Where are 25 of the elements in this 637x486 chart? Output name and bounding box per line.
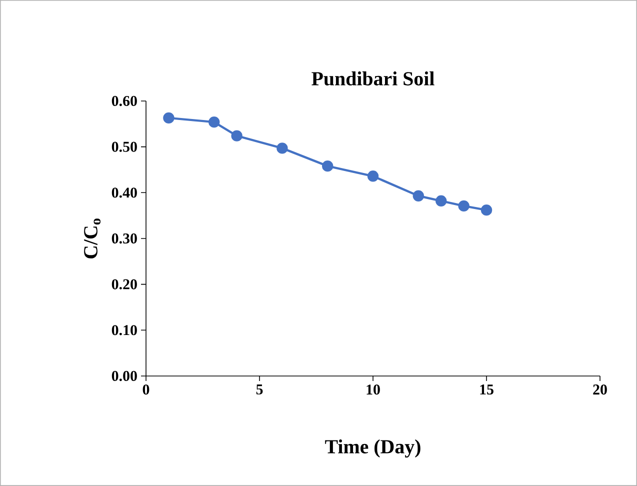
x-tick-label: 5 — [256, 384, 263, 394]
point — [458, 200, 470, 212]
y-tick-label: 0.30 — [112, 233, 137, 244]
y-axis-title: C/C$_{o}$ — [84, 218, 100, 258]
point — [412, 190, 424, 202]
y-tick-label: 0.00 — [112, 370, 137, 382]
x-tick-label: 10 — [366, 384, 380, 395]
x-tick-label: 15 — [480, 384, 494, 395]
chart-title: Pundibari Soil — [312, 71, 434, 86]
point — [163, 112, 174, 124]
y-tick-label: 0.10 — [112, 325, 137, 336]
point — [208, 116, 220, 128]
y-tick-label: 0.60 — [112, 96, 137, 106]
point — [231, 130, 242, 142]
x-tick-label: 0 — [142, 384, 150, 395]
point — [367, 170, 379, 182]
x-tick-label: 20 — [593, 384, 607, 395]
point — [276, 142, 288, 154]
point — [322, 160, 334, 172]
y-tick-label: 0.50 — [112, 142, 137, 152]
point — [480, 204, 492, 216]
x-axis-title: Time (Day) — [325, 439, 420, 458]
y-tick-label: 0.40 — [112, 188, 137, 198]
y-tick-label: 0.20 — [112, 279, 137, 290]
point — [436, 195, 447, 207]
